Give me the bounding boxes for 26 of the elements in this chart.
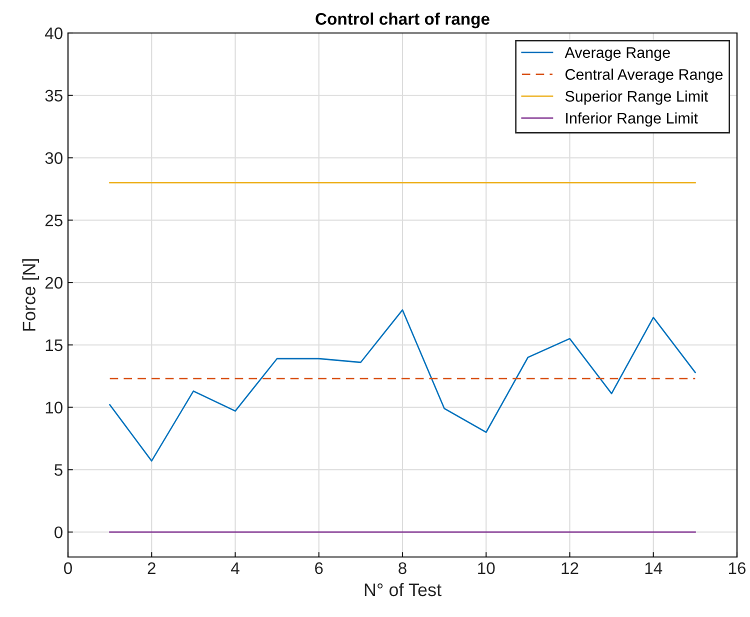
x-tick-label: 4 [231, 562, 240, 574]
chart-title: Control chart of range [316, 12, 490, 28]
legend-label: Inferior Range Limit [566, 112, 698, 127]
x-tick-label: 10 [478, 562, 495, 574]
x-tick-label: 16 [729, 562, 746, 574]
legend-label: Central Average Range [565, 68, 723, 83]
y-tick-label: 0 [54, 526, 62, 538]
line-series [109, 309, 696, 462]
y-tick-label: 20 [45, 276, 62, 289]
x-tick-label: 14 [645, 562, 662, 574]
x-tick-label: 0 [64, 562, 72, 574]
x-tick-label: 6 [315, 562, 323, 574]
y-tick-label: 35 [45, 90, 62, 102]
x-tick-label: 12 [562, 562, 578, 574]
x-axis-title: N° of Test [364, 582, 442, 596]
x-tick-label: 8 [398, 562, 406, 574]
y-tick-label: 40 [44, 27, 62, 40]
y-tick-label: 15 [46, 339, 62, 352]
y-tick-label: 25 [45, 214, 62, 226]
y-tick-label: 10 [46, 402, 62, 414]
y-tick-label: 30 [45, 152, 62, 164]
y-axis-title: Force [N] [22, 259, 40, 331]
legend-label: Average Range [564, 47, 670, 61]
x-tick-label: 2 [148, 562, 156, 574]
y-tick-label: 5 [54, 464, 62, 476]
legend-label: Superior Range Limit [565, 90, 708, 105]
